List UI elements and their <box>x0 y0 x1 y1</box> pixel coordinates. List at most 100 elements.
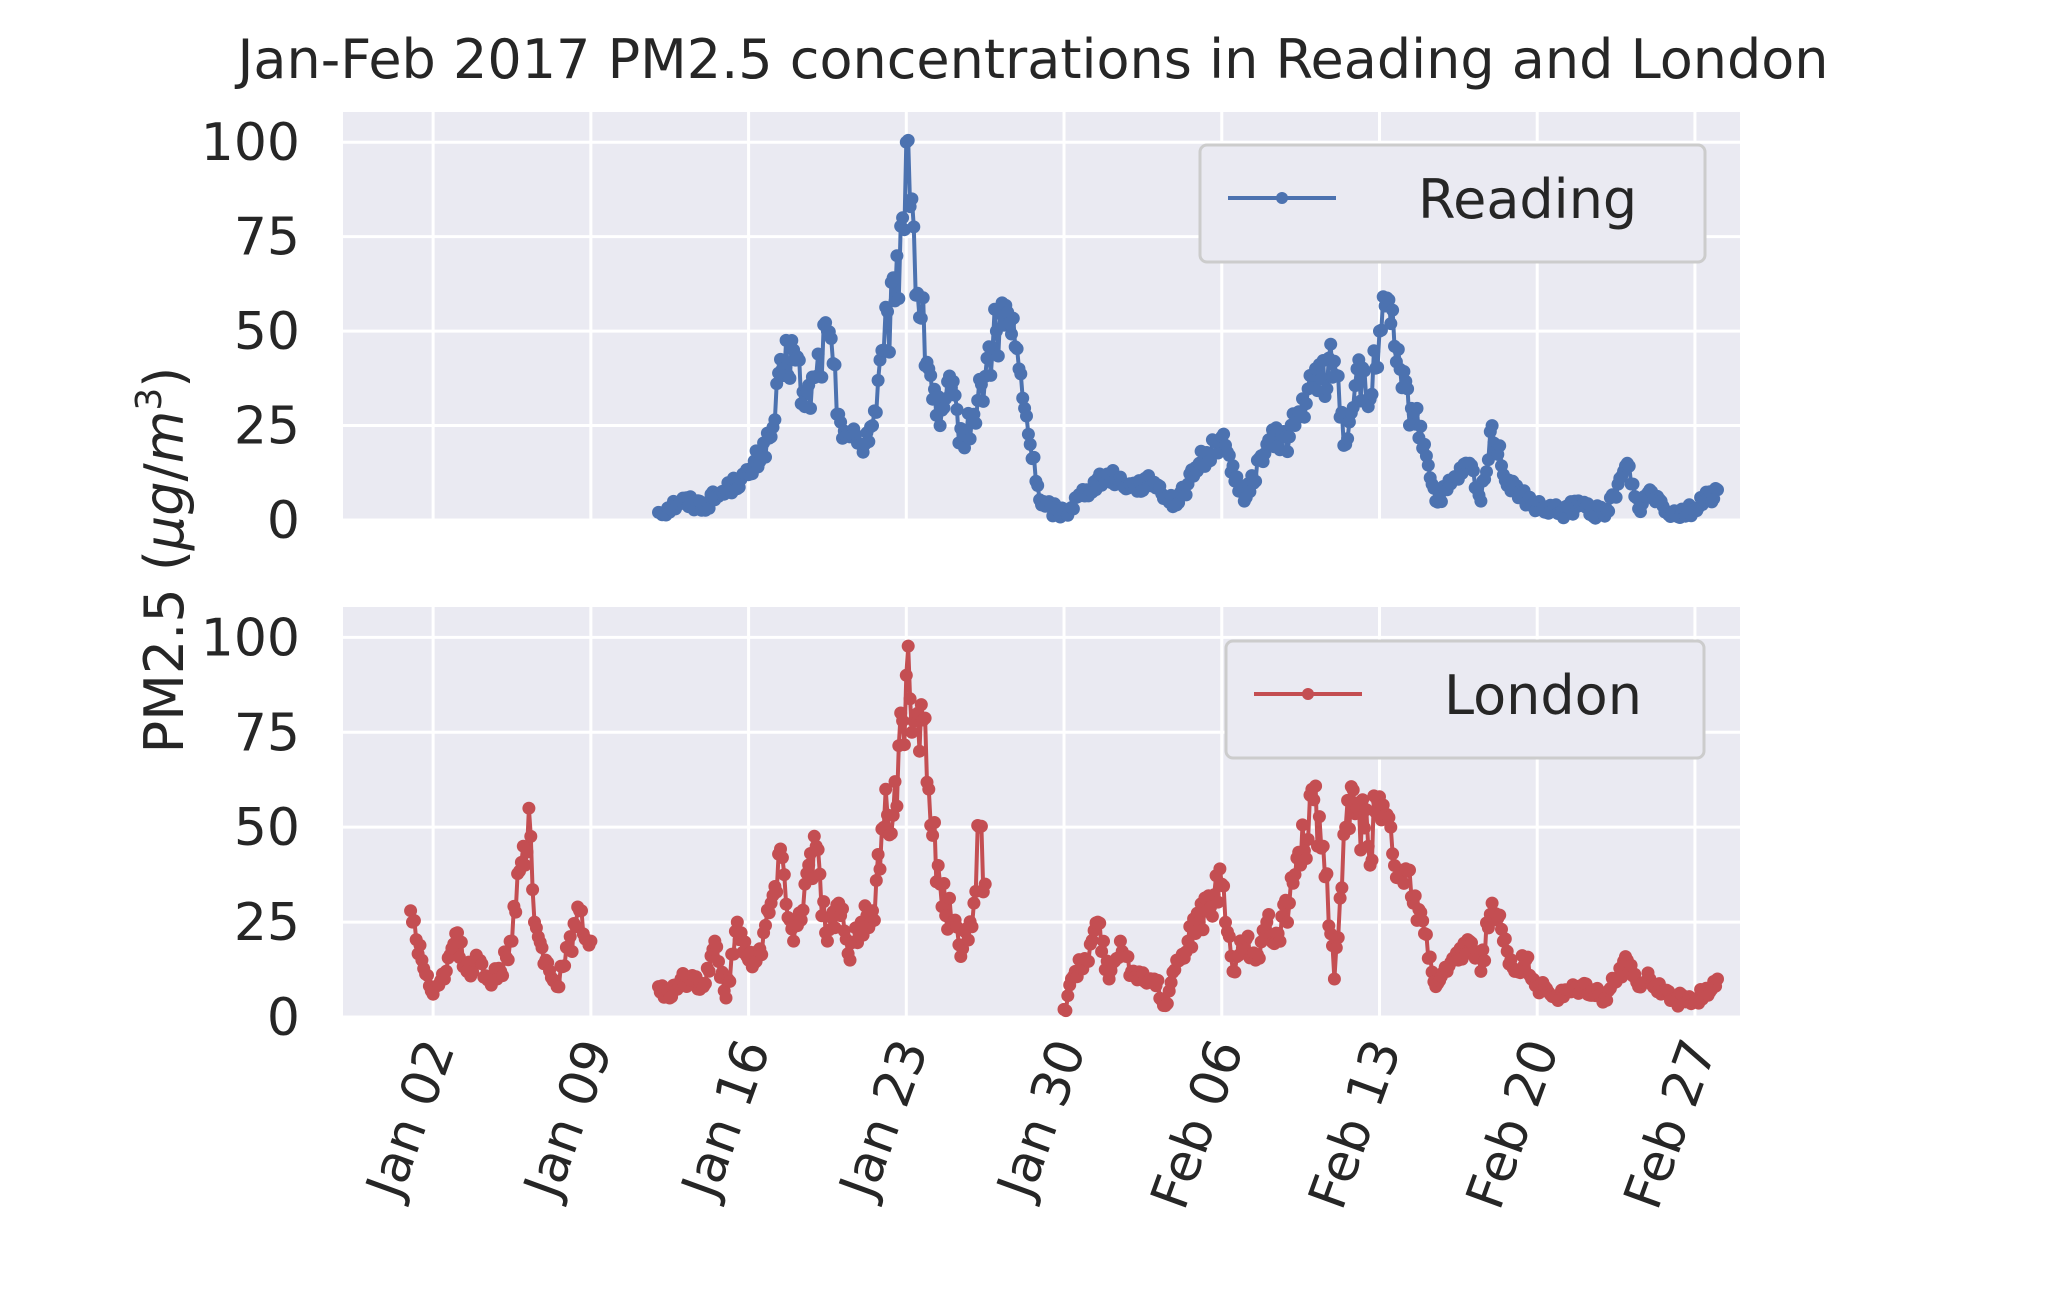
reading-data-point <box>1493 439 1507 453</box>
london-data-point <box>1213 862 1227 876</box>
london-data-point <box>1382 811 1396 824</box>
london-data-point <box>1335 881 1349 895</box>
london-data-point <box>869 874 883 887</box>
reading-data-point <box>1418 437 1431 451</box>
reading-data-point <box>1297 410 1311 424</box>
london-data-point <box>1121 950 1135 964</box>
london-data-point <box>421 968 434 982</box>
london-data-point <box>978 877 992 891</box>
ylabel-g: g <box>133 481 196 515</box>
london-data-point <box>922 782 936 796</box>
london-data-point <box>719 991 733 1005</box>
london-data-point <box>884 827 898 840</box>
reading-data-point <box>1365 387 1379 401</box>
reading-data-point <box>1023 437 1037 451</box>
london-y-tick-label: 75 <box>234 703 300 763</box>
london-y-tick-label: 25 <box>234 893 300 953</box>
reading-data-point <box>946 374 960 388</box>
london-data-point <box>1386 847 1400 861</box>
reading-y-tick-label: 0 <box>267 491 300 551</box>
london-data-point <box>1211 895 1225 909</box>
reading-data-point <box>866 419 879 433</box>
reading-data-point <box>1371 360 1385 374</box>
reading-data-point <box>881 305 894 319</box>
london-data-point <box>914 698 928 712</box>
reading-data-point <box>1320 382 1334 396</box>
london-data-point <box>967 896 981 910</box>
reading-legend: Reading <box>1198 143 1707 264</box>
london-data-point <box>913 744 926 758</box>
reading-data-point <box>1324 337 1338 351</box>
london-data-point <box>1521 950 1535 964</box>
london-data-point <box>1341 793 1355 807</box>
reading-legend-label: Reading <box>1418 168 1637 231</box>
reading-data-point <box>783 371 797 385</box>
reading-data-point <box>1021 427 1035 441</box>
london-data-point <box>965 920 979 934</box>
london-data-point <box>843 953 857 967</box>
london-data-point <box>770 885 784 899</box>
reading-data-point <box>1622 459 1636 473</box>
london-data-point <box>524 829 538 843</box>
ylabel-m: m <box>133 411 196 464</box>
london-data-point <box>702 964 716 978</box>
london-data-point <box>1312 810 1326 824</box>
london-data-point <box>807 829 821 843</box>
london-data-point <box>1358 821 1371 835</box>
reading-data-point <box>1609 490 1623 504</box>
london-data-point <box>712 955 725 968</box>
london-y-tick-label: 0 <box>267 988 300 1048</box>
london-data-point <box>794 913 808 927</box>
london-data-point <box>1327 972 1341 986</box>
london-data-point <box>1151 973 1165 987</box>
reading-data-point <box>862 435 876 449</box>
london-data-point <box>896 714 910 728</box>
reading-data-point <box>1397 365 1411 378</box>
london-data-point <box>836 902 849 916</box>
london-data-point <box>943 891 956 905</box>
reading-data-point <box>1374 323 1388 337</box>
reading-data-point <box>1331 369 1345 383</box>
london-data-point <box>1296 818 1309 832</box>
london-data-point <box>1403 863 1416 877</box>
london-data-point <box>1365 853 1379 867</box>
london-data-point <box>1281 915 1294 929</box>
london-data-point <box>867 913 881 927</box>
london-data-point <box>552 980 566 994</box>
reading-data-point <box>1020 409 1033 423</box>
reading-data-point <box>1485 419 1499 433</box>
london-data-point <box>1085 933 1099 947</box>
london-data-point <box>1205 909 1219 923</box>
london-data-point <box>899 668 913 682</box>
reading-data-point <box>1016 391 1030 405</box>
reading-data-point <box>1299 397 1313 411</box>
london-data-point <box>522 801 536 815</box>
london-data-point <box>1476 943 1490 957</box>
london-data-point <box>928 816 941 829</box>
london-data-point <box>901 639 915 653</box>
reading-data-point <box>1010 342 1024 356</box>
x-tick-label: Feb 13 <box>1298 1032 1414 1217</box>
london-data-point <box>903 692 917 706</box>
london-data-point <box>1498 932 1512 946</box>
london-legend-box <box>1224 639 1706 760</box>
london-data-point <box>575 904 588 918</box>
london-data-point <box>1273 934 1287 948</box>
london-data-point <box>454 935 468 949</box>
reading-data-point <box>1401 382 1415 396</box>
reading-data-point <box>1006 311 1020 325</box>
reading-data-point <box>1480 465 1493 479</box>
reading-data-point <box>1386 303 1400 317</box>
london-data-point <box>475 957 489 971</box>
london-legend: London <box>1224 639 1706 760</box>
x-tick-label: Jan 16 <box>670 1032 783 1208</box>
london-data-point <box>738 935 752 949</box>
london-data-point <box>1282 896 1296 910</box>
london-data-point <box>535 941 549 955</box>
reading-data-point <box>1434 495 1448 509</box>
london-data-point <box>974 819 988 833</box>
london-data-point <box>787 934 801 948</box>
london-data-point <box>1342 822 1356 836</box>
reading-data-point <box>1348 379 1362 393</box>
